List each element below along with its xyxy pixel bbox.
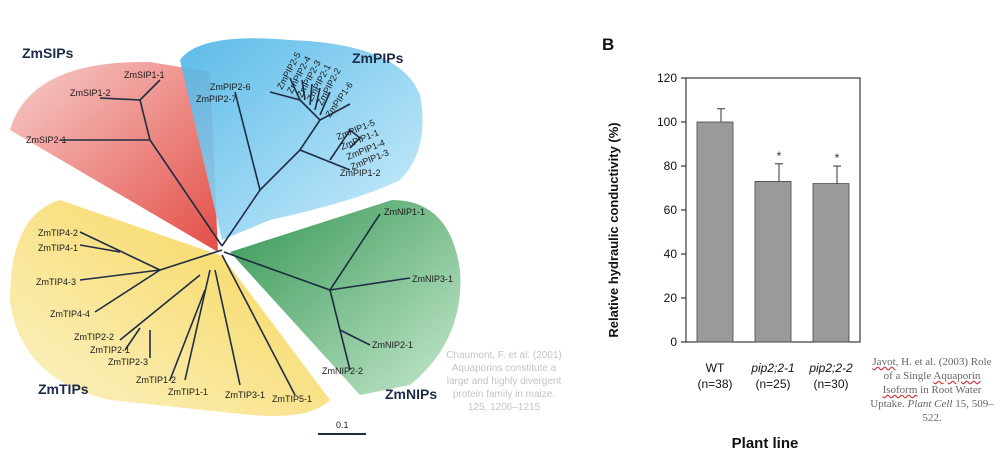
x-tick-sublabel: (n=38) bbox=[697, 377, 732, 391]
leaf-label: ZmPIP2-7 bbox=[196, 94, 237, 104]
citation-text: in Root Water Uptake. bbox=[870, 384, 982, 410]
group-label-pip: ZmPIPs bbox=[352, 50, 404, 66]
group-label-sip: ZmSIPs bbox=[22, 45, 74, 61]
x-tick-label: WT bbox=[706, 361, 725, 375]
leaf-label: ZmTIP4-2 bbox=[38, 228, 78, 238]
group-label-tip: ZmTIPs bbox=[38, 381, 89, 397]
significance-marker: * bbox=[835, 151, 840, 165]
x-axis: WT (n=38) pip2;2-1 (n=25) pip2;2-2 (n=30) bbox=[697, 361, 853, 391]
nip-clade-region bbox=[230, 200, 461, 395]
sip-clade-region bbox=[10, 61, 218, 252]
citation-left: Chaumont, F. et al. (2001) Aquaporins co… bbox=[446, 350, 562, 413]
citation-right: Javot, H. et al. (2003) Role of a Single… bbox=[868, 355, 996, 425]
leaf-label: ZmNIP1-1 bbox=[384, 207, 425, 217]
significance-marker: * bbox=[777, 149, 782, 163]
y-tick-label: 100 bbox=[657, 115, 677, 129]
leaf-label: ZmTIP4-1 bbox=[38, 243, 78, 253]
y-axis-title: Relative hydraulic conductivity (%) bbox=[606, 122, 621, 337]
leaf-label: ZmNIP2-2 bbox=[322, 366, 363, 376]
x-tick-sublabel: (n=25) bbox=[755, 377, 790, 391]
citation-title: Aquaporin Isoform bbox=[882, 370, 981, 396]
scale-bar-label: 0.1 bbox=[336, 420, 349, 430]
y-tick-label: 0 bbox=[670, 335, 677, 349]
leaf-label: ZmTIP4-3 bbox=[36, 277, 76, 287]
citation-text: , H. et al. (2003) Role of a Single bbox=[883, 356, 992, 382]
bar-chart: B Relative hydraulic conductivity (%) Pl… bbox=[602, 35, 861, 452]
leaf-label: ZmTIP2-2 bbox=[74, 332, 114, 342]
leaf-label: ZmSIP2-1 bbox=[26, 135, 67, 145]
x-tick-sublabel: (n=30) bbox=[813, 377, 848, 391]
tree-branches bbox=[60, 77, 411, 396]
y-axis: 0 20 40 60 80 100 120 bbox=[657, 71, 686, 349]
leaf-label: ZmTIP2-1 bbox=[90, 345, 130, 355]
y-tick-label: 120 bbox=[657, 71, 677, 85]
leaf-label: ZmTIP4-4 bbox=[50, 309, 90, 319]
citation-journal: Plant Cell bbox=[907, 398, 953, 410]
x-axis-title: Plant line bbox=[732, 435, 799, 452]
leaf-label: ZmPIP1-2 bbox=[340, 168, 381, 178]
y-tick-label: 60 bbox=[664, 203, 678, 217]
leaf-label: ZmTIP1-2 bbox=[136, 375, 176, 385]
leaf-label: ZmTIP1-1 bbox=[168, 387, 208, 397]
citation-pages: 15, 509–522. bbox=[922, 398, 994, 424]
bar bbox=[754, 180, 792, 343]
bar bbox=[696, 121, 734, 343]
bar bbox=[812, 183, 850, 343]
leaf-label: ZmNIP2-1 bbox=[372, 340, 413, 350]
tip-clade-region bbox=[10, 200, 330, 416]
y-tick-label: 20 bbox=[664, 291, 678, 305]
group-label-nip: ZmNIPs bbox=[385, 386, 437, 402]
leaf-label: ZmTIP2-3 bbox=[108, 357, 148, 367]
phylogenetic-tree-figure: ZmSIPs ZmPIPs ZmTIPs ZmNIPs ZmSIP1-1 ZmS… bbox=[10, 38, 461, 435]
leaf-label: ZmSIP1-2 bbox=[70, 88, 111, 98]
x-tick-label: pip2;2-2 bbox=[808, 361, 853, 375]
leaf-label: ZmPIP2-6 bbox=[210, 82, 251, 92]
x-tick-label: pip2;2-1 bbox=[750, 361, 794, 375]
citation-author: Javot bbox=[872, 356, 896, 368]
bars: * * bbox=[696, 108, 850, 343]
leaf-label: ZmTIP3-1 bbox=[225, 390, 265, 400]
leaf-label: ZmNIP3-1 bbox=[412, 274, 453, 284]
y-tick-label: 40 bbox=[664, 247, 678, 261]
leaf-label: ZmSIP1-1 bbox=[124, 70, 165, 80]
panel-label: B bbox=[602, 35, 614, 54]
pip-clade-region bbox=[180, 38, 423, 240]
y-tick-label: 80 bbox=[664, 159, 678, 173]
leaf-label: ZmTIP5-1 bbox=[272, 394, 312, 404]
